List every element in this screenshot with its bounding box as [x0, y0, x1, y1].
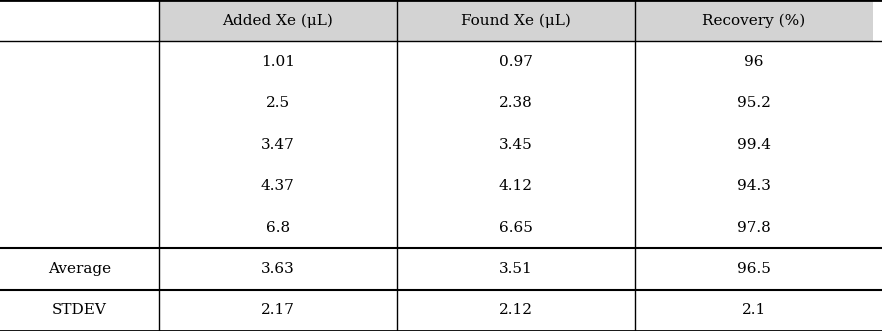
Bar	[0, 290, 159, 331]
Text: 96: 96	[744, 55, 764, 69]
Text: 2.38: 2.38	[499, 96, 533, 111]
Text: 1.01: 1.01	[261, 55, 295, 69]
Text: 99.4: 99.4	[737, 138, 771, 152]
Bar	[159, 41, 397, 83]
Bar	[635, 290, 873, 331]
Text: 4.37: 4.37	[261, 179, 295, 193]
Text: 2.1: 2.1	[742, 303, 766, 317]
Bar	[635, 83, 873, 124]
Bar	[159, 207, 397, 248]
Text: 2.17: 2.17	[261, 303, 295, 317]
Bar	[159, 0, 397, 41]
Text: 94.3: 94.3	[737, 179, 771, 193]
Text: 6.65: 6.65	[499, 220, 533, 235]
Bar	[159, 124, 397, 166]
Text: 3.63: 3.63	[261, 262, 295, 276]
Text: 3.51: 3.51	[499, 262, 533, 276]
Text: 6.8: 6.8	[265, 220, 290, 235]
Bar	[0, 207, 159, 248]
Bar	[159, 83, 397, 124]
Bar	[159, 290, 397, 331]
Bar	[0, 41, 159, 83]
Bar	[159, 248, 397, 290]
Text: 2.12: 2.12	[499, 303, 533, 317]
Text: 0.97: 0.97	[499, 55, 533, 69]
Text: 3.47: 3.47	[261, 138, 295, 152]
Text: 96.5: 96.5	[737, 262, 771, 276]
Bar	[397, 207, 635, 248]
Bar	[635, 207, 873, 248]
Bar	[159, 166, 397, 207]
Text: STDEV: STDEV	[52, 303, 107, 317]
Bar	[0, 248, 159, 290]
Bar	[397, 166, 635, 207]
Bar	[0, 0, 159, 41]
Bar	[635, 166, 873, 207]
Text: 2.5: 2.5	[265, 96, 290, 111]
Bar	[635, 41, 873, 83]
Text: 4.12: 4.12	[499, 179, 533, 193]
Text: 95.2: 95.2	[737, 96, 771, 111]
Bar	[635, 0, 873, 41]
Text: Recovery (%): Recovery (%)	[702, 14, 806, 28]
Text: Found Xe (μL): Found Xe (μL)	[461, 14, 571, 28]
Bar	[635, 248, 873, 290]
Text: 3.45: 3.45	[499, 138, 533, 152]
Bar	[397, 124, 635, 166]
Text: Added Xe (μL): Added Xe (μL)	[222, 14, 333, 28]
Bar	[397, 0, 635, 41]
Text: 97.8: 97.8	[737, 220, 771, 235]
Text: Average: Average	[48, 262, 111, 276]
Bar	[397, 41, 635, 83]
Bar	[0, 83, 159, 124]
Bar	[397, 290, 635, 331]
Bar	[0, 124, 159, 166]
Bar	[635, 124, 873, 166]
Bar	[397, 83, 635, 124]
Bar	[397, 248, 635, 290]
Bar	[0, 166, 159, 207]
